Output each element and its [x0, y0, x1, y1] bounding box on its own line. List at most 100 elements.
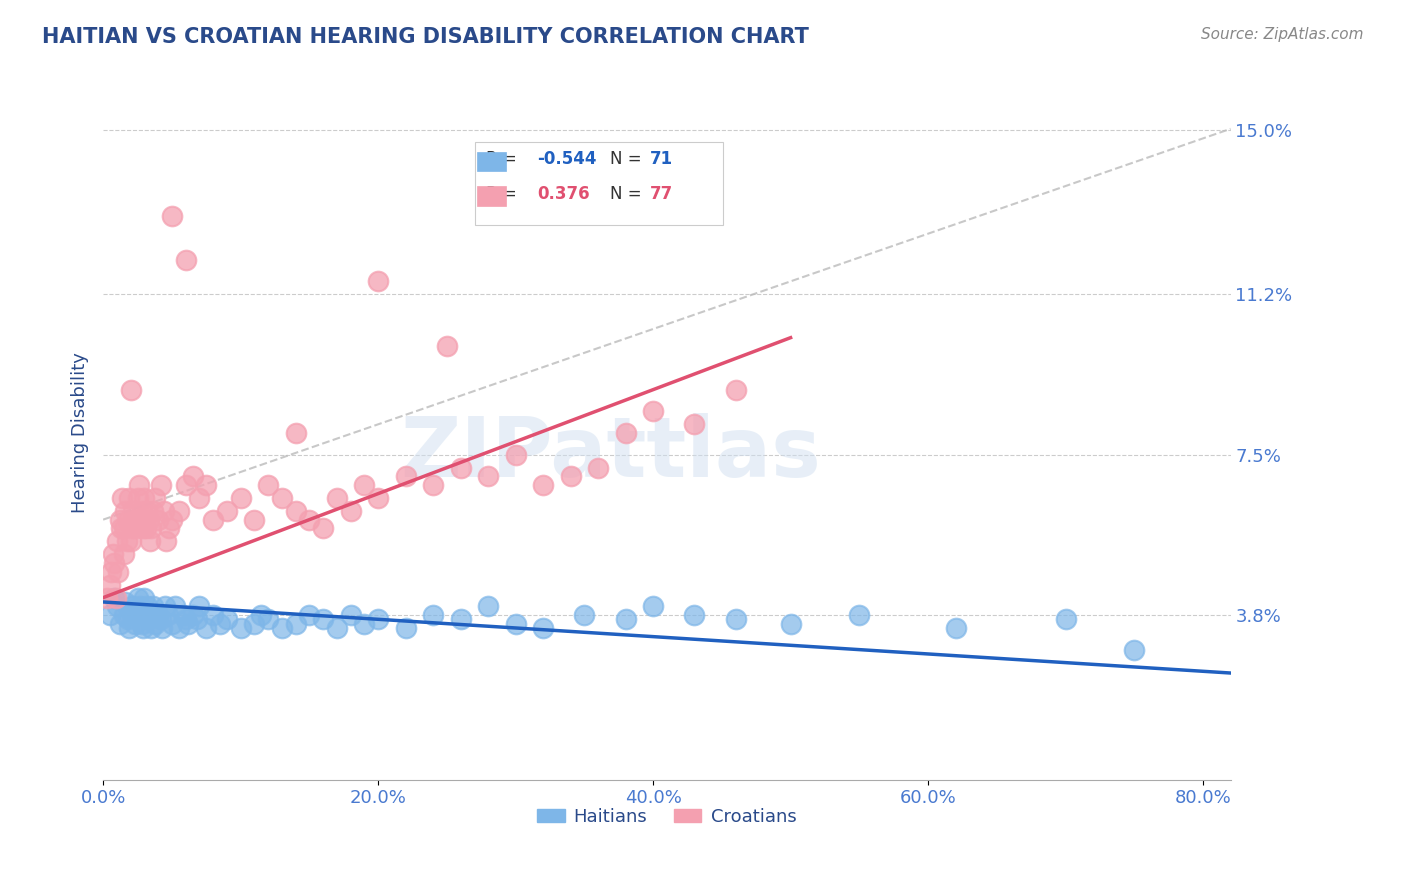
- Point: [367, 612, 389, 626]
- Point: [339, 607, 361, 622]
- Point: [139, 607, 162, 622]
- Point: [229, 621, 252, 635]
- Point: [160, 513, 183, 527]
- Point: [105, 599, 128, 614]
- Point: [339, 504, 361, 518]
- Point: [149, 478, 172, 492]
- Point: [136, 504, 159, 518]
- Point: [125, 521, 148, 535]
- Text: Source: ZipAtlas.com: Source: ZipAtlas.com: [1201, 27, 1364, 42]
- Point: [250, 607, 273, 622]
- Point: [134, 491, 156, 505]
- Point: [153, 599, 176, 614]
- Point: [128, 478, 150, 492]
- Point: [115, 534, 138, 549]
- Point: [138, 612, 160, 626]
- Point: [422, 478, 444, 492]
- Point: [436, 339, 458, 353]
- Point: [129, 599, 152, 614]
- Point: [848, 607, 870, 622]
- Point: [132, 621, 155, 635]
- Point: [188, 599, 211, 614]
- Point: [643, 404, 665, 418]
- Y-axis label: Hearing Disability: Hearing Disability: [72, 352, 89, 514]
- Point: [353, 616, 375, 631]
- Point: [298, 607, 321, 622]
- Point: [574, 607, 596, 622]
- Point: [96, 591, 118, 605]
- Point: [531, 478, 554, 492]
- Point: [142, 599, 165, 614]
- Point: [724, 612, 747, 626]
- Point: [112, 547, 135, 561]
- Point: [177, 616, 200, 631]
- Point: [114, 504, 136, 518]
- Point: [100, 565, 122, 579]
- Point: [312, 521, 335, 535]
- Point: [117, 513, 139, 527]
- Point: [257, 612, 280, 626]
- Point: [152, 504, 174, 518]
- Point: [146, 513, 169, 527]
- Point: [145, 616, 167, 631]
- Point: [160, 210, 183, 224]
- Text: 71: 71: [650, 150, 673, 169]
- Point: [142, 504, 165, 518]
- Point: [208, 616, 231, 631]
- Point: [103, 556, 125, 570]
- Point: [298, 513, 321, 527]
- Text: HAITIAN VS CROATIAN HEARING DISABILITY CORRELATION CHART: HAITIAN VS CROATIAN HEARING DISABILITY C…: [42, 27, 808, 46]
- Point: [477, 599, 499, 614]
- Point: [105, 534, 128, 549]
- Point: [150, 621, 173, 635]
- Text: R =: R =: [486, 185, 523, 202]
- Point: [215, 612, 238, 626]
- Point: [367, 491, 389, 505]
- Point: [586, 460, 609, 475]
- Point: [111, 491, 134, 505]
- Point: [122, 607, 145, 622]
- Point: [98, 577, 121, 591]
- Point: [257, 478, 280, 492]
- Point: [98, 607, 121, 622]
- Point: [195, 621, 218, 635]
- FancyBboxPatch shape: [478, 186, 506, 205]
- Point: [174, 612, 197, 626]
- Point: [195, 478, 218, 492]
- Point: [108, 616, 131, 631]
- Point: [127, 591, 149, 605]
- Point: [134, 607, 156, 622]
- Point: [121, 521, 143, 535]
- FancyBboxPatch shape: [478, 152, 506, 171]
- Point: [202, 513, 225, 527]
- Point: [779, 616, 801, 631]
- Point: [174, 252, 197, 267]
- Text: N =: N =: [610, 185, 647, 202]
- Point: [477, 469, 499, 483]
- Point: [117, 612, 139, 626]
- Point: [132, 521, 155, 535]
- Text: 0.376: 0.376: [537, 185, 591, 202]
- Point: [157, 521, 180, 535]
- Point: [128, 607, 150, 622]
- Point: [101, 547, 124, 561]
- Point: [614, 425, 637, 440]
- Point: [945, 621, 967, 635]
- Text: N =: N =: [610, 150, 647, 169]
- Point: [122, 504, 145, 518]
- Point: [124, 513, 146, 527]
- Point: [181, 607, 204, 622]
- Point: [450, 460, 472, 475]
- Point: [326, 621, 349, 635]
- Point: [155, 534, 177, 549]
- Point: [243, 513, 266, 527]
- Point: [167, 621, 190, 635]
- Point: [505, 616, 527, 631]
- Point: [683, 607, 706, 622]
- Point: [724, 383, 747, 397]
- Point: [131, 616, 153, 631]
- Point: [138, 513, 160, 527]
- Point: [683, 417, 706, 432]
- Point: [614, 612, 637, 626]
- Point: [367, 274, 389, 288]
